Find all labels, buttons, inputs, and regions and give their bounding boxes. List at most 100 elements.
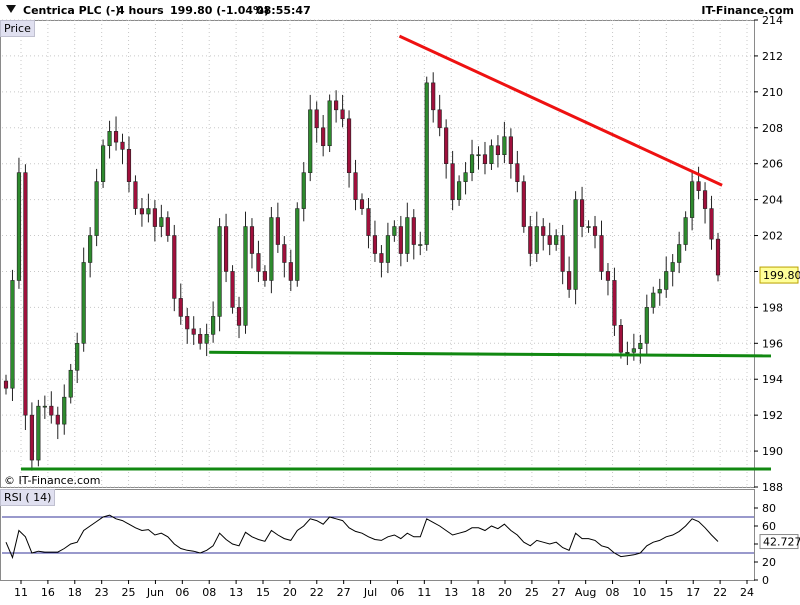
rsi-tick-label: 60 [762,520,776,533]
chart-header: Centrica PLC (-) 4 hours 199.80 (-1.04%)… [0,0,800,20]
candle-body [243,226,248,326]
candle-body [288,262,293,281]
timeframe-label: 4 hours [117,4,164,17]
resistance-trendline [398,34,723,187]
candle-body [657,289,662,294]
candle-body [560,235,565,272]
candle-body [521,181,526,227]
candle-body [94,181,99,236]
candle-body [366,208,371,236]
candle-body [42,405,47,408]
candle-body [670,262,675,272]
candle-body [185,316,190,330]
candle-body [146,208,151,215]
candle-body [541,226,546,236]
x-tick-label: 25 [122,586,136,599]
x-tick-label: 15 [659,586,673,599]
x-tick-label: 20 [498,586,512,599]
candle-body [178,298,183,317]
candle-body [16,172,22,281]
candle-body [405,217,410,254]
chevron-down-icon[interactable] [6,5,16,13]
candle-body [418,244,423,246]
rsi-layer [5,514,719,560]
candle-body [644,307,649,344]
candle-body [424,82,429,245]
rsi-last-value-tag [759,534,799,550]
candle-body [709,208,714,240]
candle-body [489,145,494,164]
price-tick-label: 206 [762,158,783,171]
x-tick-label: 22 [713,586,727,599]
candle-body [29,414,34,461]
last-change-label: 199.80 (-1.04%) [170,4,270,17]
candle-body [508,136,513,164]
x-tick-label: 17 [686,586,700,599]
x-tick-label: 13 [444,586,458,599]
x-tick-label: 06 [175,586,189,599]
price-panel-frame [0,20,755,488]
candle-body [211,316,216,335]
candle-body [431,82,436,111]
candle-body [327,100,332,147]
candle-body [321,127,326,147]
candle-body [55,414,60,425]
instrument-name: Centrica PLC (-) [23,4,121,17]
x-tick-label: 08 [202,586,216,599]
candle-body [437,109,442,129]
candle-body [301,172,306,209]
x-tick-label: 15 [256,586,270,599]
x-tick-label: 27 [337,586,351,599]
rsi-tick-label: 0 [762,574,769,587]
rsi-last-value: 42.727 [763,536,800,549]
candle-body [625,351,630,354]
candle-body [81,262,86,344]
candle-body [346,118,352,173]
support-trendline [209,350,772,358]
candle-body [528,226,533,254]
rsi-tick-label: 20 [762,556,776,569]
x-tick-label: Jun [146,586,164,599]
candle-body [534,226,539,254]
candle-body [398,226,403,254]
price-tick-label: 214 [762,14,783,27]
candle-body [696,181,701,191]
candle-body [612,280,617,326]
candle-body [10,280,15,389]
candle-body [586,226,591,228]
candle-body [495,145,501,156]
candle-body [638,343,643,349]
candle-body [75,343,80,371]
candle-body [715,238,721,276]
price-tick-label: 192 [762,409,783,422]
candle-body [198,334,203,344]
candle-body [269,217,274,281]
x-tick-label: 22 [310,586,324,599]
candle-body [592,226,598,236]
candle-body [476,154,481,157]
candle-body [359,199,365,209]
price-tick-label: 210 [762,86,783,99]
price-panel-label: Price [0,20,35,37]
candle-body [567,271,572,290]
trend-layer [21,34,772,471]
rsi-panel-frame [0,489,755,581]
candle-body [139,208,145,215]
x-tick-label: 11 [417,586,431,599]
x-tick-label: 24 [740,586,754,599]
rsi-line [5,514,719,560]
last-price-value: 199.80 [763,269,800,282]
candle-body [469,154,475,173]
candle-body [372,235,378,254]
candle-body [463,172,468,182]
candle-body [49,405,54,416]
candle-body [88,235,93,263]
rsi-panel-label: RSI ( 14) [0,489,56,506]
candle-body [262,271,267,281]
candle-body [599,235,604,272]
candle-body [392,226,397,236]
price-tick-label: 196 [762,337,783,350]
price-tick-label: 190 [762,445,783,458]
